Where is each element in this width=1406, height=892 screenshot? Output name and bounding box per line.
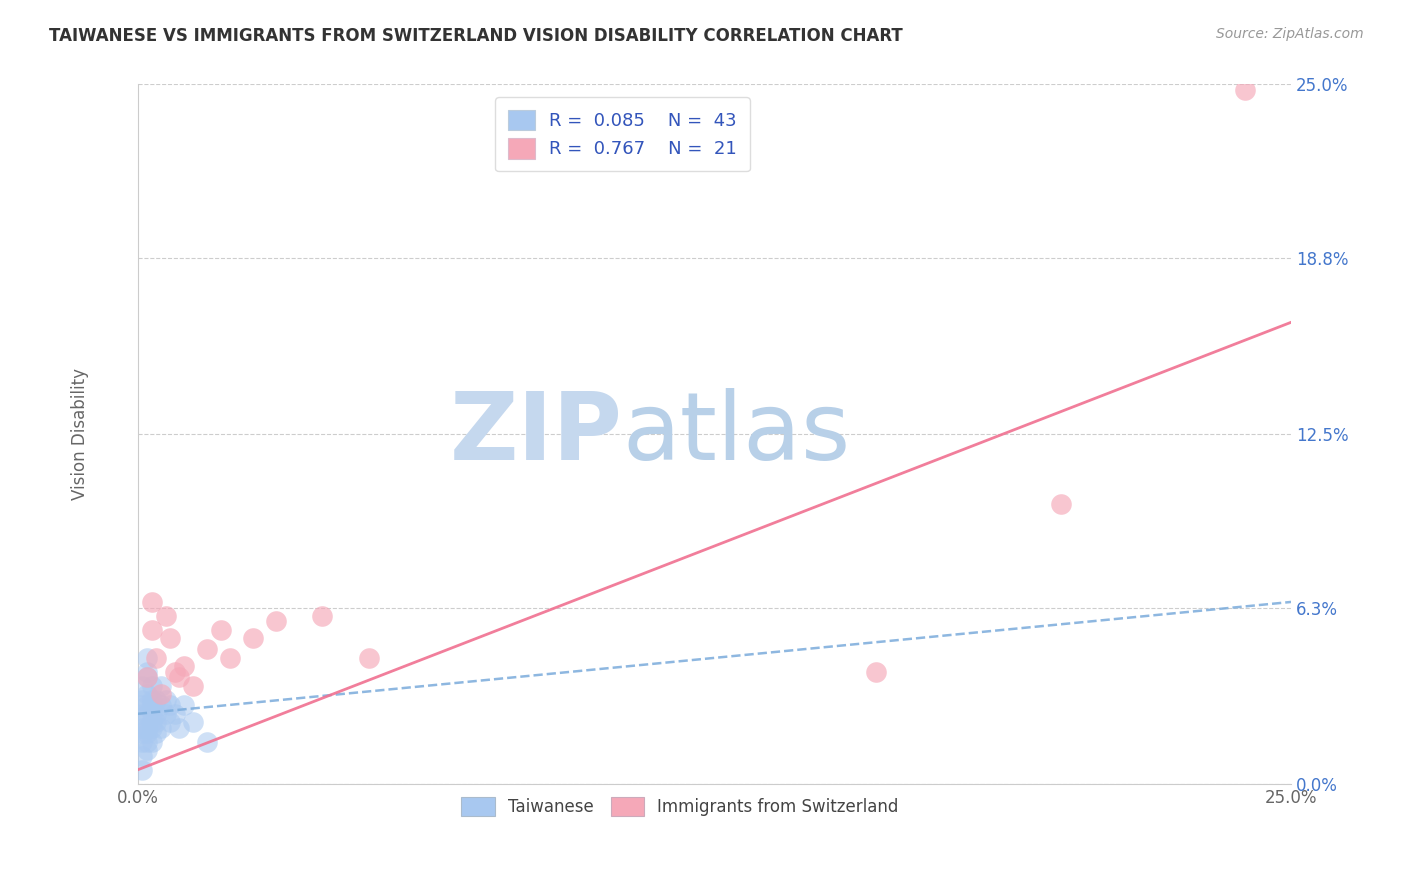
Point: [159, 632, 181, 646]
Point: [131, 693, 153, 707]
Point: [264, 615, 287, 629]
Point: [155, 693, 177, 707]
Point: [136, 721, 159, 735]
Point: [141, 693, 163, 707]
Point: [136, 687, 159, 701]
Point: [136, 698, 159, 713]
Point: [136, 651, 159, 665]
Point: [136, 706, 159, 721]
Point: [195, 642, 218, 657]
Point: [1234, 83, 1257, 97]
Text: TAIWANESE VS IMMIGRANTS FROM SWITZERLAND VISION DISABILITY CORRELATION CHART: TAIWANESE VS IMMIGRANTS FROM SWITZERLAND…: [49, 27, 903, 45]
Point: [357, 651, 380, 665]
Point: [145, 715, 167, 730]
Point: [149, 679, 172, 693]
Point: [145, 726, 167, 740]
Legend: Taiwanese, Immigrants from Switzerland: Taiwanese, Immigrants from Switzerland: [453, 789, 907, 824]
Point: [141, 715, 163, 730]
Point: [131, 748, 153, 763]
Text: Source: ZipAtlas.com: Source: ZipAtlas.com: [1216, 27, 1364, 41]
Point: [159, 715, 181, 730]
Point: [136, 665, 159, 679]
Text: atlas: atlas: [623, 388, 851, 480]
Point: [145, 693, 167, 707]
Point: [181, 715, 204, 730]
Point: [169, 670, 191, 684]
Point: [149, 721, 172, 735]
Point: [141, 679, 163, 693]
Point: [209, 623, 232, 637]
Point: [141, 595, 163, 609]
Point: [131, 726, 153, 740]
Point: [155, 608, 177, 623]
Point: [145, 706, 167, 721]
Point: [141, 706, 163, 721]
Point: [1049, 497, 1071, 511]
Point: [311, 608, 333, 623]
Point: [195, 735, 218, 749]
Point: [131, 706, 153, 721]
Point: [865, 665, 887, 679]
Y-axis label: Vision Disability: Vision Disability: [72, 368, 89, 500]
Point: [173, 698, 195, 713]
Point: [136, 670, 159, 684]
Point: [141, 698, 163, 713]
Point: [242, 632, 264, 646]
Point: [155, 706, 177, 721]
Point: [173, 659, 195, 673]
Point: [136, 726, 159, 740]
Point: [131, 735, 153, 749]
Point: [145, 651, 167, 665]
Point: [219, 651, 242, 665]
Point: [131, 721, 153, 735]
Point: [131, 698, 153, 713]
Point: [131, 679, 153, 693]
Point: [159, 698, 181, 713]
Point: [181, 679, 204, 693]
Point: [169, 721, 191, 735]
Point: [149, 698, 172, 713]
Text: ZIP: ZIP: [450, 388, 623, 480]
Point: [131, 763, 153, 777]
Point: [141, 735, 163, 749]
Point: [131, 715, 153, 730]
Point: [136, 743, 159, 757]
Point: [136, 735, 159, 749]
Point: [163, 665, 186, 679]
Point: [149, 687, 172, 701]
Point: [141, 721, 163, 735]
Point: [136, 670, 159, 684]
Point: [163, 706, 186, 721]
Point: [141, 623, 163, 637]
